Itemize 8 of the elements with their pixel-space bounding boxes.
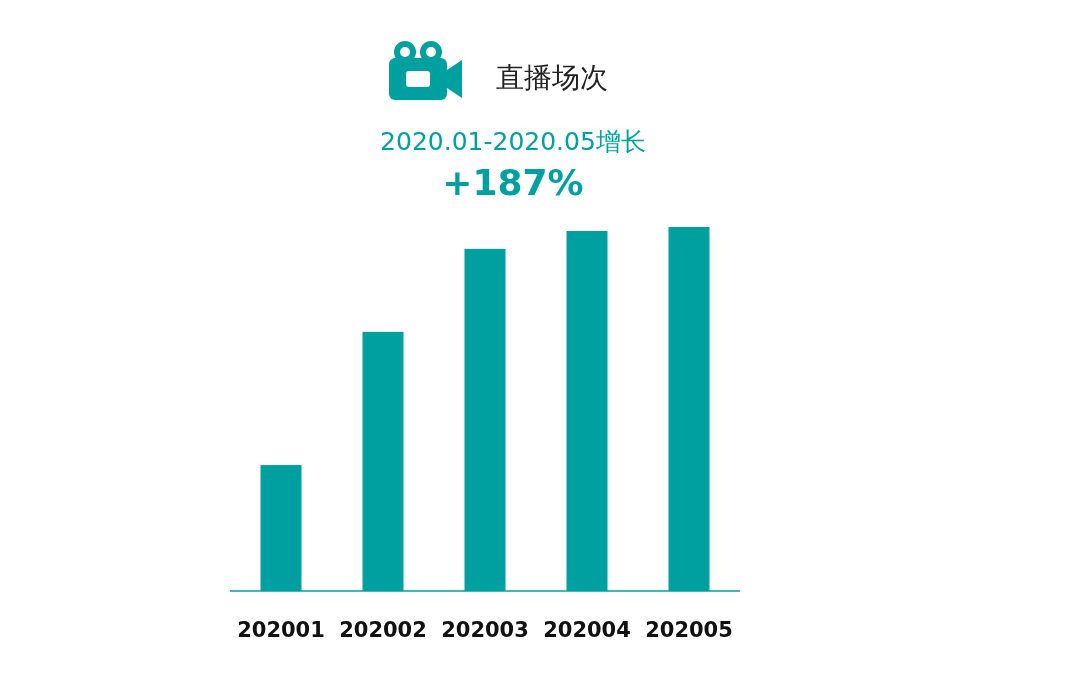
x-tick-label: 202001 — [237, 618, 325, 642]
x-tick-label: 202004 — [543, 618, 631, 642]
x-tick-label: 202005 — [645, 618, 733, 642]
x-tick-label: 202002 — [339, 618, 427, 642]
x-tick-label: 202003 — [441, 618, 529, 642]
chart-title: 直播场次 — [496, 61, 608, 94]
chart-subtitle: 2020.01-2020.05增长 — [380, 127, 646, 156]
text: +187% — [442, 162, 584, 203]
